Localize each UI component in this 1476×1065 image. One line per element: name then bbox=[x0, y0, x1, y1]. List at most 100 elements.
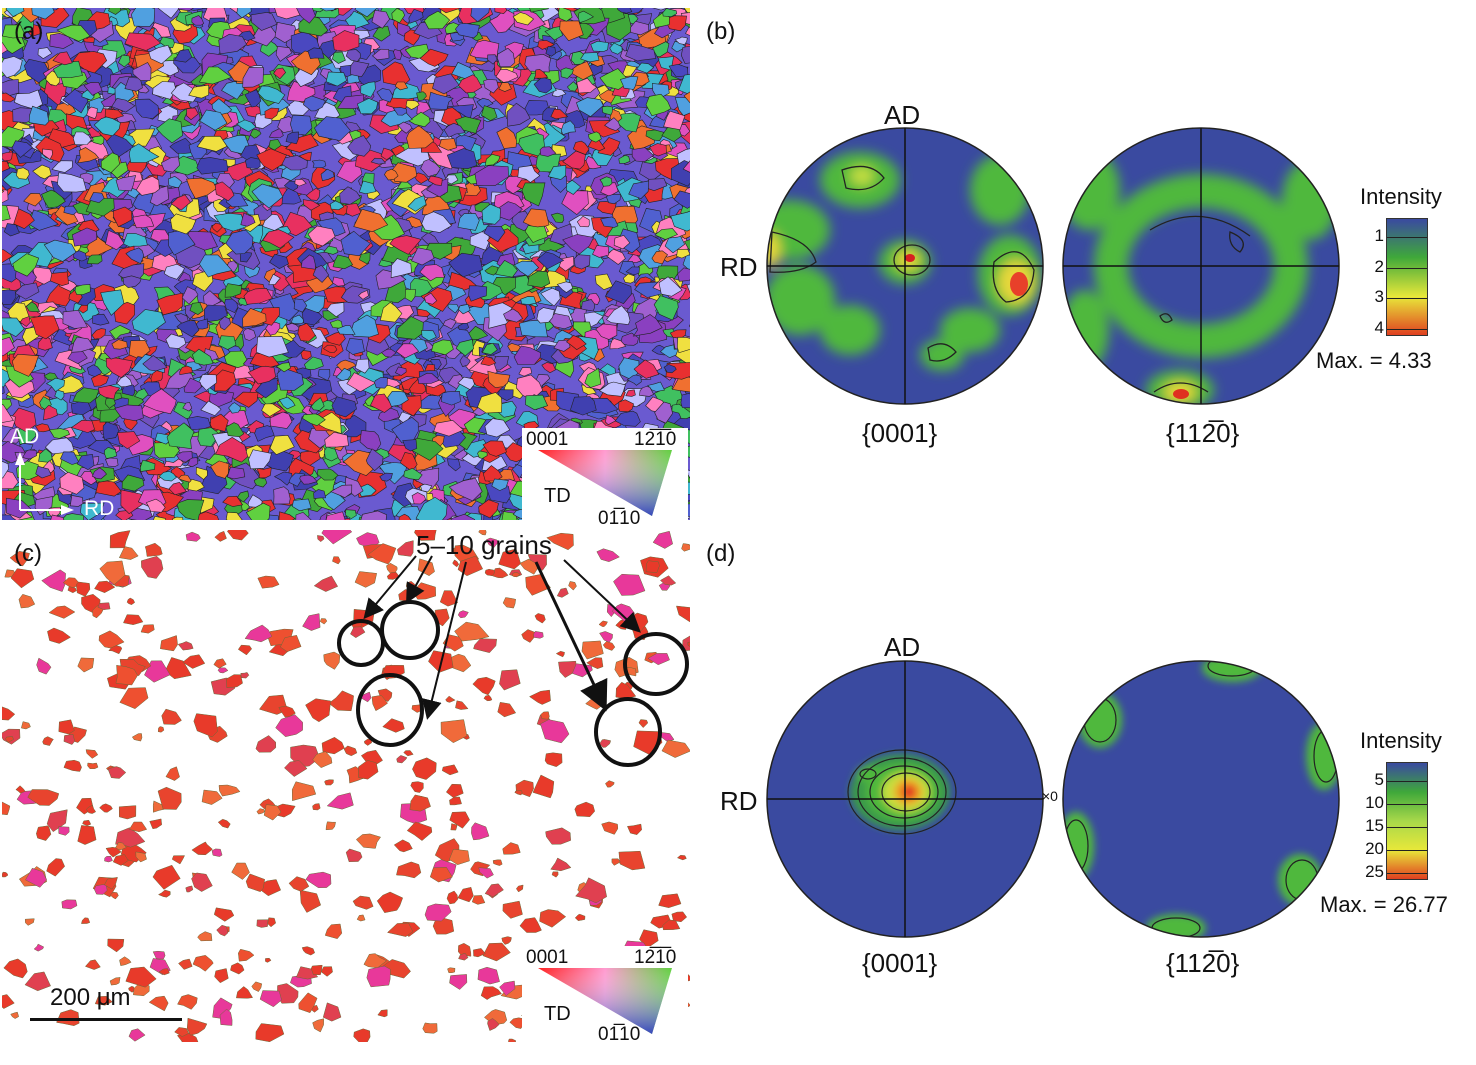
grain bbox=[469, 39, 500, 59]
grain bbox=[372, 25, 391, 42]
grain bbox=[668, 63, 689, 77]
legend-tick: 5 bbox=[1374, 770, 1384, 789]
legend-ticks-d: 5 10 15 20 25 bbox=[1350, 762, 1386, 881]
grain bbox=[242, 327, 257, 341]
grain bbox=[674, 97, 690, 117]
axis-rd-label-d: RD bbox=[720, 786, 758, 816]
legend-tick: 10 bbox=[1365, 793, 1384, 812]
grain bbox=[254, 425, 275, 442]
legend-contour-line bbox=[1387, 850, 1427, 851]
grain bbox=[2, 249, 14, 264]
grain bbox=[447, 458, 461, 472]
grain bbox=[278, 511, 296, 520]
grain bbox=[249, 128, 262, 139]
grain bbox=[377, 407, 400, 422]
grain-mosaic-a bbox=[2, 8, 690, 520]
legend-contour-line bbox=[1387, 827, 1427, 828]
grain bbox=[2, 204, 11, 221]
grain bbox=[376, 88, 394, 103]
legend-title-d: Intensity bbox=[1360, 728, 1442, 753]
grain bbox=[489, 8, 515, 34]
edge-mark-d: ×0 bbox=[1042, 788, 1058, 804]
grain bbox=[625, 266, 640, 276]
grain bbox=[139, 459, 156, 472]
max-intensity-d: Max. = 26.77 bbox=[1320, 892, 1448, 917]
grain bbox=[550, 212, 565, 224]
grain bbox=[358, 251, 371, 265]
pole-figure-label-0001-d: {0001} bbox=[862, 948, 938, 978]
grain bbox=[304, 356, 324, 371]
grain bbox=[518, 367, 533, 377]
grain bbox=[320, 168, 335, 182]
grain bbox=[576, 215, 590, 228]
grain bbox=[37, 47, 53, 59]
grain bbox=[606, 305, 631, 325]
grain bbox=[533, 76, 553, 94]
grain bbox=[61, 513, 85, 520]
pole-figure-label-1120-d: {112̅0} bbox=[1166, 948, 1240, 978]
grain bbox=[121, 474, 145, 492]
grain bbox=[442, 318, 457, 330]
grain bbox=[537, 40, 556, 50]
grain bbox=[35, 423, 51, 433]
grain bbox=[268, 127, 284, 139]
grain bbox=[290, 314, 304, 324]
grain bbox=[481, 105, 498, 121]
grain bbox=[618, 399, 634, 413]
grain bbox=[195, 466, 208, 480]
grain bbox=[689, 324, 690, 328]
grain bbox=[51, 160, 73, 173]
grain bbox=[301, 307, 323, 326]
legend-tick: 15 bbox=[1365, 816, 1384, 835]
grain bbox=[102, 421, 120, 440]
grain bbox=[380, 147, 396, 161]
grain bbox=[302, 199, 321, 211]
grain bbox=[16, 427, 37, 445]
grain bbox=[685, 26, 690, 37]
grain bbox=[325, 511, 346, 520]
grain bbox=[298, 151, 312, 161]
grain bbox=[623, 273, 636, 284]
grain bbox=[100, 289, 125, 316]
grain bbox=[345, 509, 357, 520]
grain bbox=[225, 511, 243, 520]
grain bbox=[172, 516, 184, 520]
grain bbox=[365, 336, 390, 356]
grain bbox=[560, 120, 576, 135]
grain bbox=[686, 283, 690, 294]
grain bbox=[590, 40, 609, 52]
legend-contour-line bbox=[1387, 804, 1427, 805]
grain bbox=[332, 254, 354, 270]
grain bbox=[323, 446, 339, 462]
axis-ad-label-d: AD bbox=[884, 632, 921, 662]
grain bbox=[645, 129, 664, 142]
legend-contour-line bbox=[1387, 873, 1427, 874]
grain bbox=[540, 287, 561, 307]
grain bbox=[455, 339, 474, 357]
grain bbox=[627, 252, 642, 264]
grain bbox=[278, 396, 296, 410]
grain bbox=[286, 80, 316, 103]
legend-tick: 20 bbox=[1365, 839, 1384, 858]
grain bbox=[457, 322, 470, 331]
grain bbox=[276, 367, 304, 391]
legend-colorbar-d bbox=[1386, 762, 1428, 880]
grain bbox=[256, 467, 272, 479]
grain bbox=[163, 263, 185, 280]
grain bbox=[470, 8, 490, 23]
grain bbox=[176, 499, 205, 520]
legend-tick: 25 bbox=[1365, 862, 1384, 881]
grain bbox=[524, 53, 552, 73]
grain bbox=[104, 457, 119, 467]
grain bbox=[683, 8, 690, 14]
grain bbox=[50, 514, 65, 520]
grain bbox=[544, 26, 564, 41]
grain bbox=[60, 451, 80, 465]
grain bbox=[438, 366, 463, 384]
legend-contour-line bbox=[1387, 781, 1427, 782]
pole-figure-1120-d bbox=[1063, 661, 1339, 937]
grain bbox=[476, 97, 494, 109]
grain bbox=[118, 54, 131, 68]
grain bbox=[2, 386, 5, 395]
